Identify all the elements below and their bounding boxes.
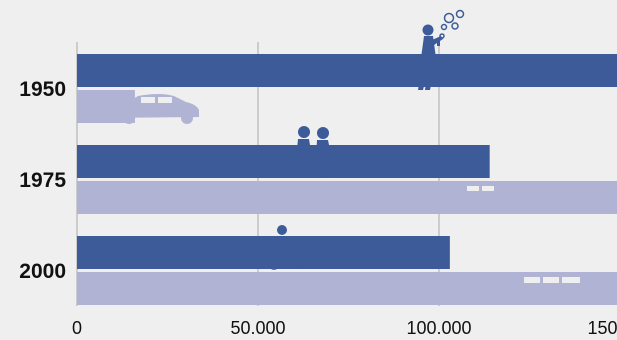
child-blowing-bubbles-icon: [418, 9, 465, 90]
x-tick-label-0: 0: [72, 318, 82, 338]
y-tick-label-2000: 2000: [19, 260, 66, 283]
vintage-car-icon: [110, 94, 199, 124]
icons: [110, 9, 611, 305]
y-tick-label-1950: 1950: [19, 78, 66, 101]
sedan-car-icon: [432, 184, 526, 213]
station-wagon-icon: [496, 273, 611, 305]
x-tick-label-100.000: 100.000: [406, 318, 471, 338]
y-tick-labels: 1950 1975 2000: [19, 78, 66, 283]
bars: [77, 54, 617, 305]
y-tick-label-1975: 1975: [19, 169, 66, 192]
children-playing-football-icon: [288, 126, 333, 178]
bar-1975-series-1: [77, 145, 490, 178]
bar-2000-series-1: [77, 236, 450, 269]
bar-1950-series-1: [77, 54, 617, 87]
bar-1975-series-2: [77, 181, 617, 214]
child-on-tricycle-icon: [268, 225, 305, 270]
x-tick-label-50.000: 50.000: [230, 318, 285, 338]
x-tick-label-150.000: 150.000: [587, 318, 617, 338]
